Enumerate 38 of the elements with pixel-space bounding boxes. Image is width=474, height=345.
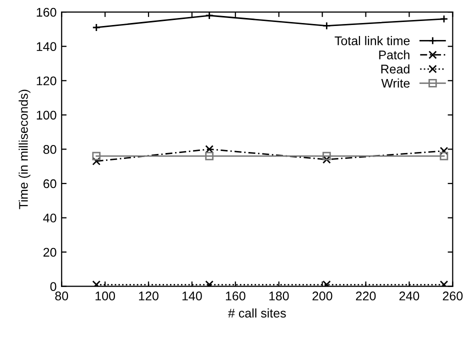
y-tick-label: 160 — [36, 8, 56, 17]
y-tick-label: 60 — [43, 179, 56, 188]
legend-label: Total link time — [334, 36, 410, 46]
y-tick-label: 0 — [50, 282, 56, 291]
point — [322, 152, 331, 160]
y-tick-label: 100 — [36, 110, 56, 120]
x-tick-label: 180 — [269, 292, 289, 300]
legend-label: Patch — [379, 50, 410, 60]
x-axis-title: # call sites — [228, 308, 286, 318]
point — [92, 152, 101, 160]
point — [205, 280, 214, 286]
y-tick-label: 120 — [36, 76, 56, 86]
point — [92, 280, 101, 286]
x-tick-label: 140 — [182, 292, 202, 300]
point — [205, 12, 214, 20]
x-tick-label: 200 — [312, 292, 332, 300]
x-tick-label: 120 — [139, 292, 158, 300]
y-tick-label: 40 — [43, 214, 56, 222]
point — [92, 23, 101, 32]
x-tick-label: 80 — [55, 292, 68, 300]
point — [92, 157, 101, 166]
y-tick-label: 20 — [43, 248, 56, 257]
x-tick-label: 240 — [399, 292, 420, 300]
point — [205, 152, 214, 160]
x-tick-label: 220 — [356, 292, 376, 300]
x-tick-label: 260 — [442, 292, 463, 300]
legend-label: Write — [381, 78, 410, 88]
y-tick-label: 140 — [36, 42, 56, 52]
point — [440, 146, 448, 156]
y-tick-label: 80 — [43, 145, 56, 154]
y-axis-title: Time (in milliseconds) — [18, 90, 30, 210]
point — [440, 152, 448, 160]
x-tick-label: 160 — [226, 292, 246, 300]
x-tick-label: 100 — [96, 292, 116, 300]
legend-label: Read — [381, 64, 410, 74]
point — [322, 280, 331, 286]
point — [440, 14, 448, 24]
point — [322, 22, 331, 30]
